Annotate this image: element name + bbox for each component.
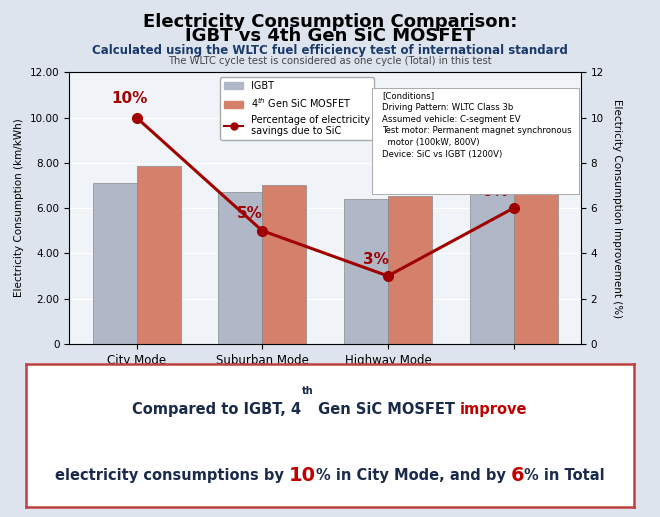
Text: 3%: 3% (363, 251, 389, 266)
Bar (218, 192, 262, 344)
Text: % in City Mode, and by: % in City Mode, and by (316, 468, 511, 483)
Text: [Conditions]
Driving Pattern: WLTC Class 3b
Assumed vehicle: C-segment EV
Test m: [Conditions] Driving Pattern: WLTC Class… (382, 91, 572, 159)
Bar (344, 199, 388, 344)
Text: 6%: 6% (482, 184, 508, 199)
Text: 1 cycle (Total): 1 cycle (Total) (467, 381, 560, 393)
Text: The WLTC cycle test is considered as one cycle (Total) in this test: The WLTC cycle test is considered as one… (168, 56, 492, 66)
Y-axis label: Electricity Consumption (km/kWh): Electricity Consumption (km/kWh) (15, 119, 24, 297)
Text: Compared to IGBT, 4: Compared to IGBT, 4 (132, 402, 302, 418)
Text: Electricity Consumption Comparison:: Electricity Consumption Comparison: (143, 13, 517, 31)
Text: % in Total: % in Total (525, 468, 605, 483)
Text: electricity consumptions by: electricity consumptions by (55, 468, 289, 483)
Text: 6: 6 (511, 466, 525, 485)
Text: 5%: 5% (237, 206, 263, 221)
Text: th: th (302, 387, 313, 397)
Bar (137, 166, 181, 344)
Y-axis label: Electricity Consumption Improvement (%): Electricity Consumption Improvement (%) (612, 99, 622, 317)
Bar (513, 185, 558, 344)
Text: improve: improve (460, 402, 528, 418)
Bar (92, 183, 137, 344)
Text: 10%: 10% (112, 91, 148, 106)
Bar (262, 186, 306, 344)
Bar (388, 195, 432, 344)
Text: Calculated using the WLTC fuel efficiency test of international standard: Calculated using the WLTC fuel efficienc… (92, 44, 568, 57)
Bar (469, 192, 513, 344)
Text: Gen SiC MOSFET: Gen SiC MOSFET (313, 402, 460, 418)
Legend: IGBT, 4$^{th}$ Gen SiC MOSFET, Percentage of electricity
savings due to SiC: IGBT, 4$^{th}$ Gen SiC MOSFET, Percentag… (220, 77, 374, 140)
Text: IGBT vs 4th Gen SiC MOSFET: IGBT vs 4th Gen SiC MOSFET (185, 27, 475, 45)
Text: 10: 10 (289, 466, 316, 485)
